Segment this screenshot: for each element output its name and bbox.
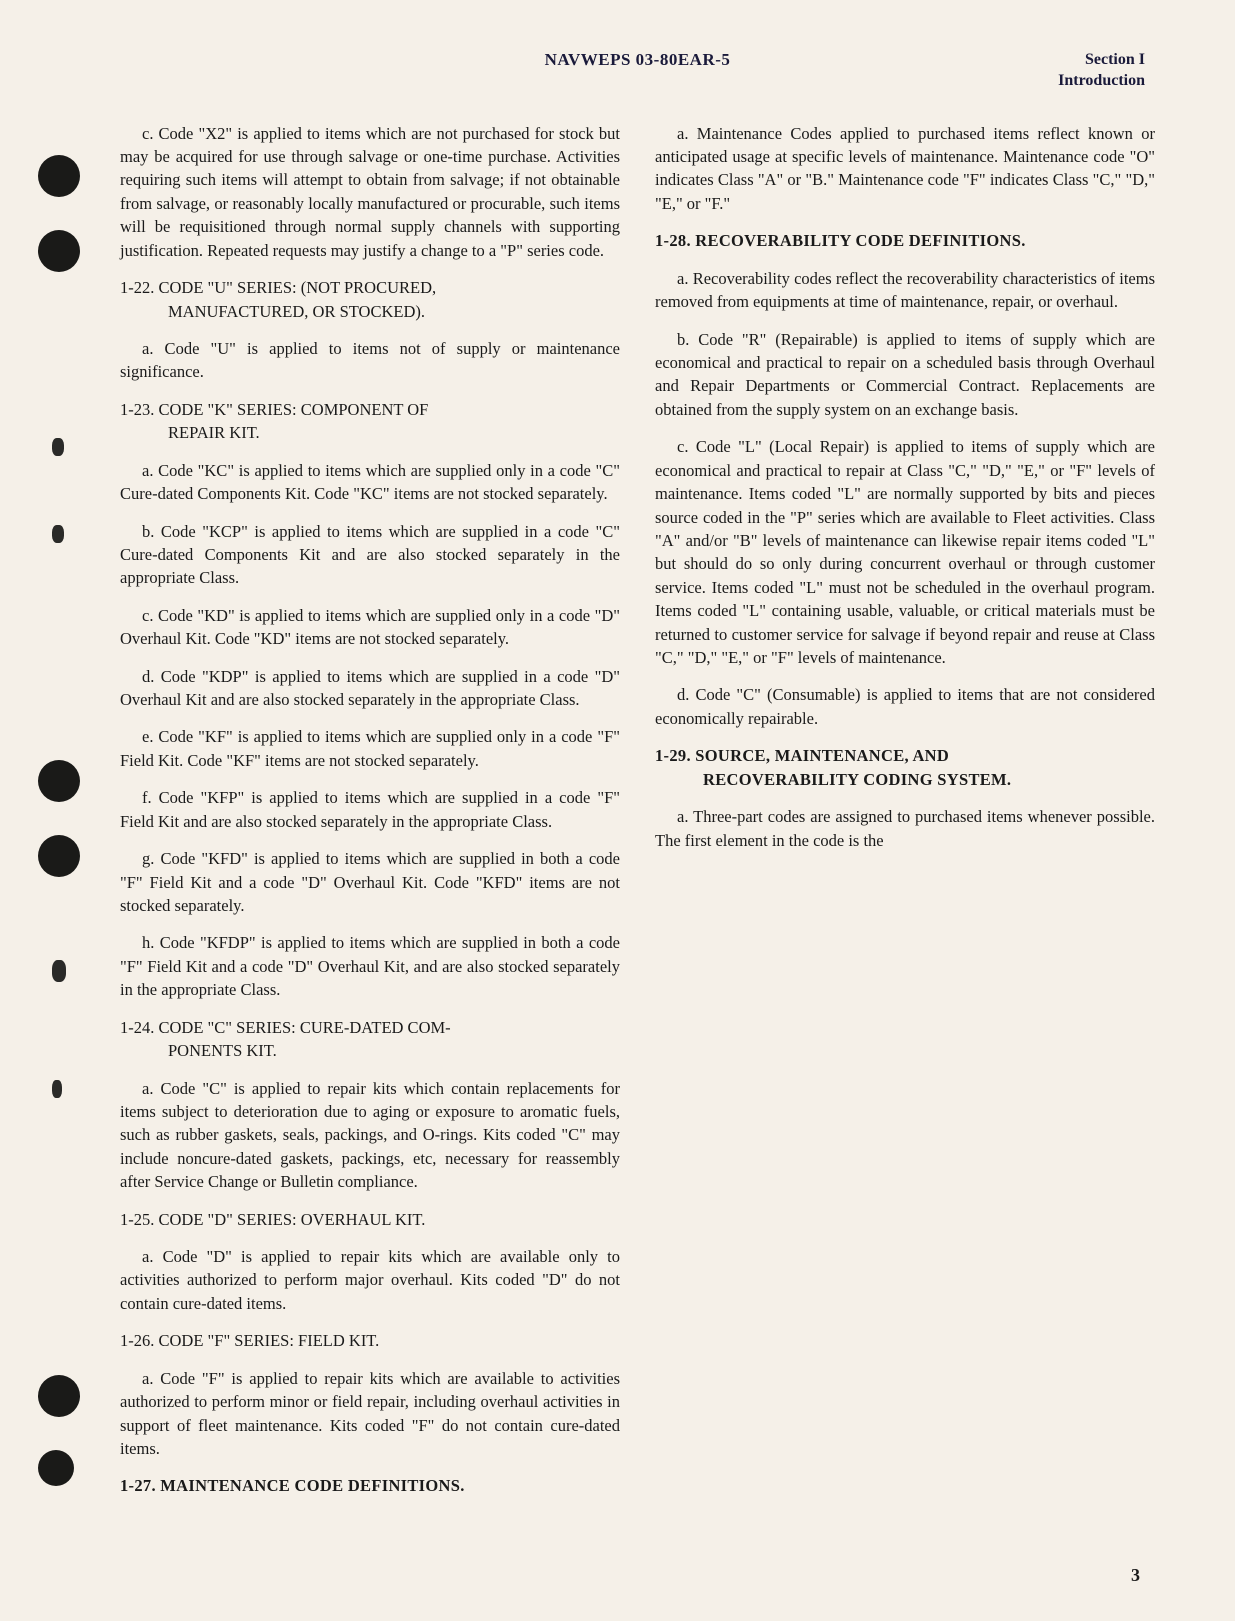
heading-1-25: 1-25. CODE "D" SERIES: OVERHAUL KIT. [120, 1208, 620, 1231]
punch-hole [38, 1450, 74, 1486]
section-number: Section I [1085, 51, 1145, 68]
paragraph-1-28-b: b. Code "R" (Repairable) is applied to i… [655, 328, 1155, 422]
paragraph-1-23-b: b. Code "KCP" is applied to items which … [120, 520, 620, 590]
heading-line-1: 1-24. CODE "C" SERIES: CURE-DATED COM- [120, 1018, 451, 1037]
heading-line-1: 1-22. CODE "U" SERIES: (NOT PROCURED, [120, 278, 436, 297]
scan-artifact [52, 438, 64, 456]
paragraph-1-23-g: g. Code "KFD" is applied to items which … [120, 847, 620, 917]
paragraph-1-26-a: a. Code "F" is applied to repair kits wh… [120, 1367, 620, 1461]
heading-line-2: RECOVERABILITY CODING SYSTEM. [655, 768, 1155, 791]
heading-line-1: 1-29. SOURCE, MAINTENANCE, AND [655, 746, 949, 765]
paragraph-1-27-a: a. Maintenance Codes applied to purchase… [655, 122, 1155, 216]
paragraph-1-23-f: f. Code "KFP" is applied to items which … [120, 786, 620, 833]
paragraph-1-28-c: c. Code "L" (Local Repair) is applied to… [655, 435, 1155, 669]
heading-1-27: 1-27. MAINTENANCE CODE DEFINITIONS. [120, 1474, 620, 1497]
punch-hole [38, 1375, 80, 1417]
document-id: NAVWEPS 03-80EAR-5 [280, 50, 995, 70]
section-label: Section I Introduction [995, 50, 1145, 92]
punch-hole [38, 760, 80, 802]
heading-1-24: 1-24. CODE "C" SERIES: CURE-DATED COM- P… [120, 1016, 620, 1063]
paragraph-1-23-c: c. Code "KD" is applied to items which a… [120, 604, 620, 651]
paragraph-1-23-d: d. Code "KDP" is applied to items which … [120, 665, 620, 712]
paragraph-1-23-h: h. Code "KFDP" is applied to items which… [120, 931, 620, 1001]
heading-line-2: REPAIR KIT. [120, 421, 620, 444]
page-number: 3 [1131, 1565, 1140, 1586]
paragraph-1-24-a: a. Code "C" is applied to repair kits wh… [120, 1077, 620, 1194]
document-body: c. Code "X2" is applied to items which a… [120, 122, 1155, 1552]
heading-line-2: PONENTS KIT. [120, 1039, 620, 1062]
punch-hole [38, 835, 80, 877]
scan-artifact [52, 525, 64, 543]
paragraph-1-22-a: a. Code "U" is applied to items not of s… [120, 337, 620, 384]
heading-1-29: 1-29. SOURCE, MAINTENANCE, AND RECOVERAB… [655, 744, 1155, 791]
heading-1-22: 1-22. CODE "U" SERIES: (NOT PROCURED, MA… [120, 276, 620, 323]
paragraph-1-29-a: a. Three-part codes are assigned to purc… [655, 805, 1155, 852]
heading-1-26: 1-26. CODE "F" SERIES: FIELD KIT. [120, 1329, 620, 1352]
paragraph-1-28-d: d. Code "C" (Consumable) is applied to i… [655, 683, 1155, 730]
heading-line-1: 1-23. CODE "K" SERIES: COMPONENT OF [120, 400, 428, 419]
paragraph-1-25-a: a. Code "D" is applied to repair kits wh… [120, 1245, 620, 1315]
heading-1-28: 1-28. RECOVERABILITY CODE DEFINITIONS. [655, 229, 1155, 252]
paragraph-1-23-e: e. Code "KF" is applied to items which a… [120, 725, 620, 772]
heading-1-23: 1-23. CODE "K" SERIES: COMPONENT OF REPA… [120, 398, 620, 445]
heading-line-2: MANUFACTURED, OR STOCKED). [120, 300, 620, 323]
punch-hole [38, 155, 80, 197]
page-header: NAVWEPS 03-80EAR-5 Section I Introductio… [120, 50, 1155, 92]
punch-hole [38, 230, 80, 272]
scan-artifact [52, 960, 66, 982]
paragraph-x2: c. Code "X2" is applied to items which a… [120, 122, 620, 263]
paragraph-1-23-a: a. Code "KC" is applied to items which a… [120, 459, 620, 506]
paragraph-1-28-a: a. Recoverability codes reflect the reco… [655, 267, 1155, 314]
section-subtitle: Introduction [1058, 72, 1145, 89]
scan-artifact [52, 1080, 62, 1098]
